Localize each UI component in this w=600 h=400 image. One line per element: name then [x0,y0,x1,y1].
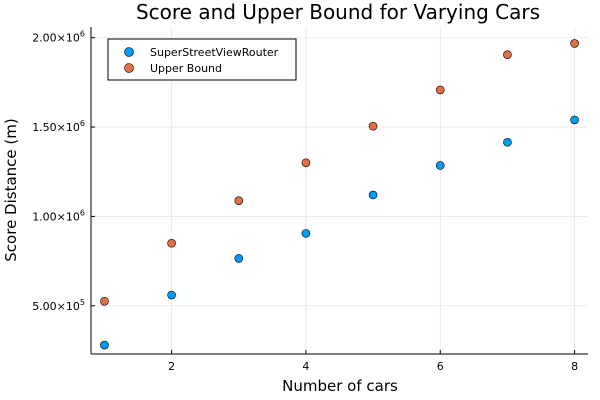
ticks-layer: 2 4 6 8 5.00×105 1.00×106 1.50×106 2.00×106 [32,30,578,373]
data-point-superstreetviewrouter [301,229,311,238]
data-point-upper-bound [301,158,311,168]
data-point-superstreetviewrouter [368,190,378,200]
legend-marker-superstreetviewrouter [124,47,134,57]
x-tick-label: 6 [437,360,444,373]
chart-title: Score and Upper Bound for Varying Cars [136,0,540,24]
data-point-upper-bound [503,50,512,59]
x-tick-label: 8 [571,360,578,373]
y-axis-label: Score Distance (m) [2,118,20,261]
data-point-upper-bound [234,196,244,205]
data-point-superstreetviewrouter [503,137,512,147]
data-point-upper-bound [368,121,378,131]
points-layer [100,39,579,350]
data-point-superstreetviewrouter [234,254,244,263]
data-point-upper-bound [100,296,109,306]
y-tick-label: 1.50×106 [32,119,85,134]
data-point-superstreetviewrouter [167,290,176,300]
data-point-superstreetviewrouter [570,115,579,125]
axes-layer [90,27,588,355]
y-tick-label: 1.00×106 [32,208,85,223]
data-point-superstreetviewrouter [100,340,109,350]
data-point-upper-bound [435,85,445,95]
y-tick-label: 2.00×106 [32,30,85,45]
data-point-upper-bound [167,238,176,248]
x-tick-label: 4 [302,360,309,373]
legend: SuperStreetViewRouter Upper Bound [107,38,297,81]
legend-label-superstreetviewrouter: SuperStreetViewRouter [150,46,279,59]
data-point-upper-bound [570,39,579,48]
legend-marker-upper-bound [124,63,134,73]
y-tick-label: 5.00×105 [32,298,85,313]
legend-label-upper-bound: Upper Bound [150,62,222,75]
legend-box [107,38,297,81]
x-axis-label: Number of cars [282,377,398,395]
grid-layer [91,27,588,354]
data-point-superstreetviewrouter [435,161,445,170]
x-tick-label: 2 [168,360,175,373]
